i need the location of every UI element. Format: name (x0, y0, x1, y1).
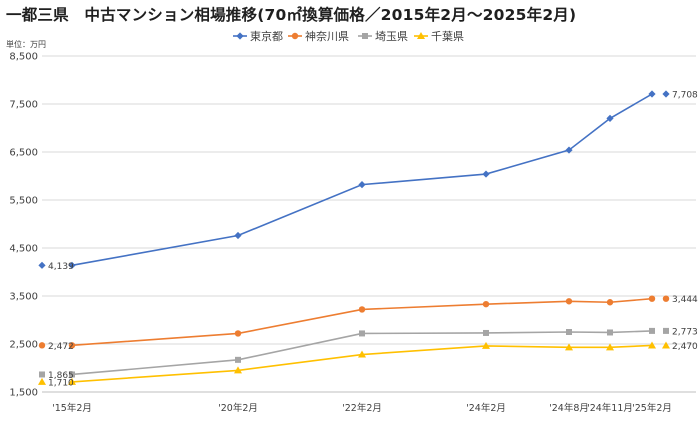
data-point (648, 295, 656, 302)
x-tick-label: '24年2月 (466, 402, 506, 414)
data-point (482, 300, 490, 308)
data-point (482, 341, 490, 349)
data-point (662, 90, 670, 98)
data-point (417, 32, 425, 39)
legend: 東京都 神奈川県 埼玉県 千葉県 (233, 29, 464, 43)
start-data-label: 1,865 (48, 371, 74, 381)
legend-label: 埼玉県 (375, 29, 408, 43)
data-point (649, 327, 655, 334)
start-data-label: 2,472 (48, 342, 74, 352)
data-point (234, 330, 242, 337)
unit-label: 単位：万円 (6, 40, 46, 49)
y-tick-label: 8,500 (9, 52, 38, 63)
gridlines (42, 55, 696, 393)
y-axis-ticks: 1,500 2,500 3,500 4,500 5,500 6,500 7,500 8,500 (9, 52, 38, 399)
series-diamond: 4,139 7,708 (38, 90, 698, 272)
data-point (606, 114, 614, 122)
data-point (68, 377, 76, 385)
y-tick-label: 7,500 (9, 100, 38, 111)
legend-item: 埼玉県 (358, 29, 408, 43)
series-square: 1,865 2,773 (39, 327, 698, 381)
data-point (648, 341, 656, 349)
end-data-label: 3,444 (672, 295, 698, 305)
data-point (236, 32, 244, 40)
data-point (662, 295, 670, 302)
x-axis-ticks: '15年2月 '20年2月 '22年2月 '24年2月 '24年8月'24年11月 '25… (52, 402, 672, 414)
series-line (71, 93, 653, 267)
data-point (38, 377, 46, 385)
y-tick-label: 3,500 (9, 292, 38, 303)
legend-item: 千葉県 (414, 29, 464, 43)
data-point (68, 261, 76, 269)
y-tick-label: 4,500 (9, 244, 38, 255)
data-point (358, 181, 366, 189)
data-point (291, 32, 299, 40)
data-point (39, 371, 45, 378)
data-point (648, 90, 656, 98)
x-tick-label: '22年2月 (342, 402, 382, 414)
series-group: 4,139 7,708 2,472 3,444 1,865 2,773 1,710 2,470 (38, 90, 698, 388)
y-tick-label: 1,500 (9, 388, 38, 399)
data-point (565, 298, 573, 305)
data-point (359, 330, 365, 337)
x-tick-label: '20年2月 (218, 402, 258, 414)
data-point (606, 343, 614, 351)
data-point (566, 329, 572, 335)
end-data-label: 2,470 (672, 342, 698, 352)
data-point (68, 342, 76, 349)
x-tick-label: '15年2月 (52, 402, 92, 414)
series-line (71, 297, 653, 347)
data-point (38, 261, 46, 269)
data-point (663, 327, 669, 334)
legend-label: 東京都 (250, 29, 283, 43)
chart-title: 一都三県 中古マンション相場推移(70㎡換算価格／2015年2月～2025年2月… (6, 6, 577, 24)
legend-item: 東京都 (233, 29, 283, 43)
x-tick-label: '24年8月 (549, 402, 589, 414)
data-point (565, 146, 573, 154)
legend-label: 千葉県 (431, 29, 464, 43)
legend-item: 神奈川県 (288, 29, 349, 43)
y-tick-label: 6,500 (9, 148, 38, 159)
data-point (235, 356, 241, 363)
data-point (234, 366, 242, 374)
data-point (234, 231, 242, 240)
data-point (662, 341, 670, 349)
end-data-label: 7,708 (672, 91, 698, 101)
data-point (362, 33, 368, 39)
data-point (358, 350, 366, 358)
series-circle: 2,472 3,444 (38, 295, 698, 352)
y-tick-label: 5,500 (9, 196, 38, 207)
series-triangle: 1,710 2,470 (38, 341, 698, 388)
x-tick-label: '25年2月 (632, 402, 672, 414)
data-point (606, 299, 614, 306)
data-point (358, 306, 366, 313)
x-tick-label: '24年11月 (587, 402, 633, 414)
legend-label: 神奈川県 (305, 29, 349, 43)
start-data-label: 1,710 (48, 378, 74, 388)
data-point (483, 329, 489, 336)
data-point (482, 170, 490, 178)
data-point (69, 371, 75, 378)
start-data-label: 4,139 (48, 262, 74, 272)
y-tick-label: 2,500 (9, 340, 38, 351)
data-point (607, 329, 613, 336)
data-point (565, 343, 573, 351)
end-data-label: 2,773 (672, 327, 698, 337)
data-point (38, 342, 46, 349)
